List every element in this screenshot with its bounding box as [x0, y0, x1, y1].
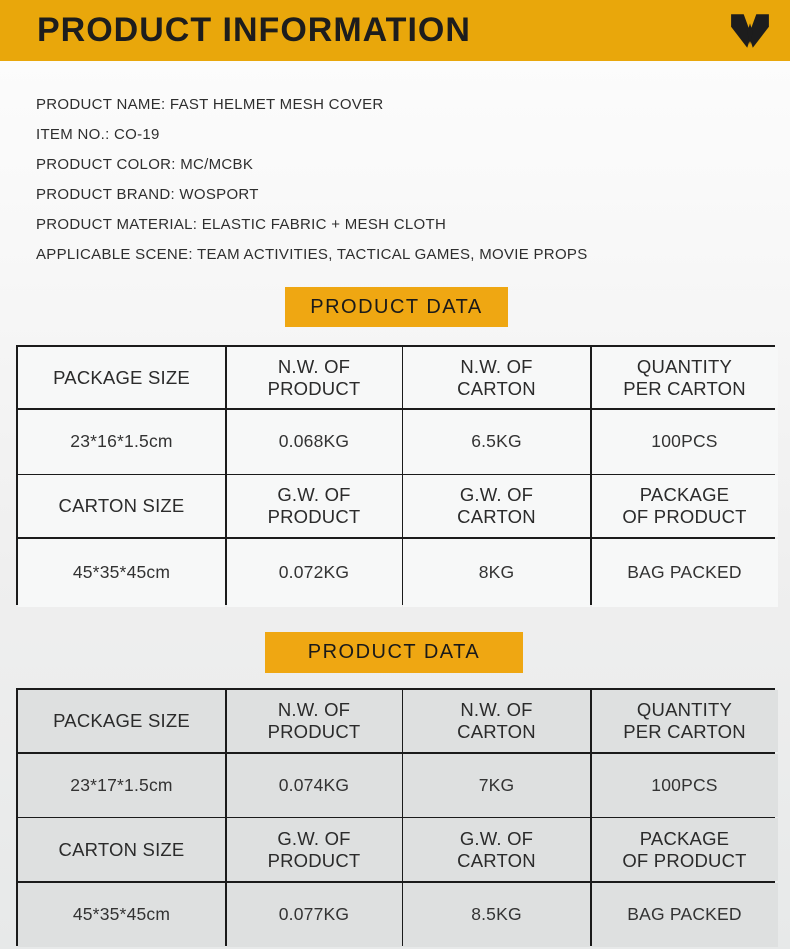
table-cell: 100PCS	[591, 753, 778, 817]
table-cell: 0.077KG	[226, 882, 402, 947]
table-cell: 8.5KG	[403, 882, 590, 947]
table-cell: 7KG	[403, 753, 590, 817]
table-cell: N.W. OF PRODUCT	[226, 347, 402, 408]
product-data-banner-1: PRODUCT DATA	[285, 287, 508, 327]
spec-table-1: PACKAGE SIZE N.W. OF PRODUCT N.W. OF CAR…	[16, 345, 778, 607]
table-cell: N.W. OF PRODUCT	[226, 690, 402, 752]
table-cell: QUANTITY PER CARTON	[591, 347, 778, 408]
wosport-w-logo-icon	[729, 11, 771, 51]
table-cell: 0.068KG	[226, 409, 402, 474]
table-cell: G.W. OF CARTON	[403, 475, 590, 537]
product-data-banner-2: PRODUCT DATA	[265, 632, 523, 673]
table-cell: N.W. OF CARTON	[403, 347, 590, 408]
product-details-list: PRODUCT NAME: FAST HELMET MESH COVER ITE…	[36, 90, 756, 270]
page-title: PRODUCT INFORMATION	[37, 11, 471, 49]
table-cell: 45*35*45cm	[18, 538, 225, 607]
table-cell: G.W. OF PRODUCT	[226, 475, 402, 537]
table-cell: BAG PACKED	[591, 538, 778, 607]
table-cell: 8KG	[403, 538, 590, 607]
product-name-line: PRODUCT NAME: FAST HELMET MESH COVER	[36, 96, 384, 113]
table-cell: CARTON SIZE	[18, 818, 225, 881]
table-cell: 0.072KG	[226, 538, 402, 607]
table-cell: QUANTITY PER CARTON	[591, 690, 778, 752]
table-cell: 23*16*1.5cm	[18, 409, 225, 474]
table-cell: G.W. OF PRODUCT	[226, 818, 402, 881]
table-cell: 100PCS	[591, 409, 778, 474]
table-cell: 6.5KG	[403, 409, 590, 474]
table-cell: BAG PACKED	[591, 882, 778, 947]
table-cell: PACKAGE OF PRODUCT	[591, 475, 778, 537]
table-cell: 23*17*1.5cm	[18, 753, 225, 817]
table-cell: G.W. OF CARTON	[403, 818, 590, 881]
table-cell: PACKAGE SIZE	[18, 690, 225, 752]
applicable-scene-line: APPLICABLE SCENE: TEAM ACTIVITIES, TACTI…	[36, 246, 588, 263]
product-material-line: PRODUCT MATERIAL: ELASTIC FABRIC + MESH …	[36, 216, 447, 233]
spec-table-2: PACKAGE SIZE N.W. OF PRODUCT N.W. OF CAR…	[16, 688, 778, 947]
product-color-line: PRODUCT COLOR: MC/MCBK	[36, 156, 254, 173]
table-cell: CARTON SIZE	[18, 475, 225, 537]
item-no-line: ITEM NO.: CO-19	[36, 126, 160, 143]
header-bar: PRODUCT INFORMATION	[0, 0, 790, 61]
table-cell: 45*35*45cm	[18, 882, 225, 947]
table-cell: PACKAGE SIZE	[18, 347, 225, 408]
table-cell: N.W. OF CARTON	[403, 690, 590, 752]
table-cell: PACKAGE OF PRODUCT	[591, 818, 778, 881]
table-cell: 0.074KG	[226, 753, 402, 817]
product-brand-line: PRODUCT BRAND: WOSPORT	[36, 186, 259, 203]
